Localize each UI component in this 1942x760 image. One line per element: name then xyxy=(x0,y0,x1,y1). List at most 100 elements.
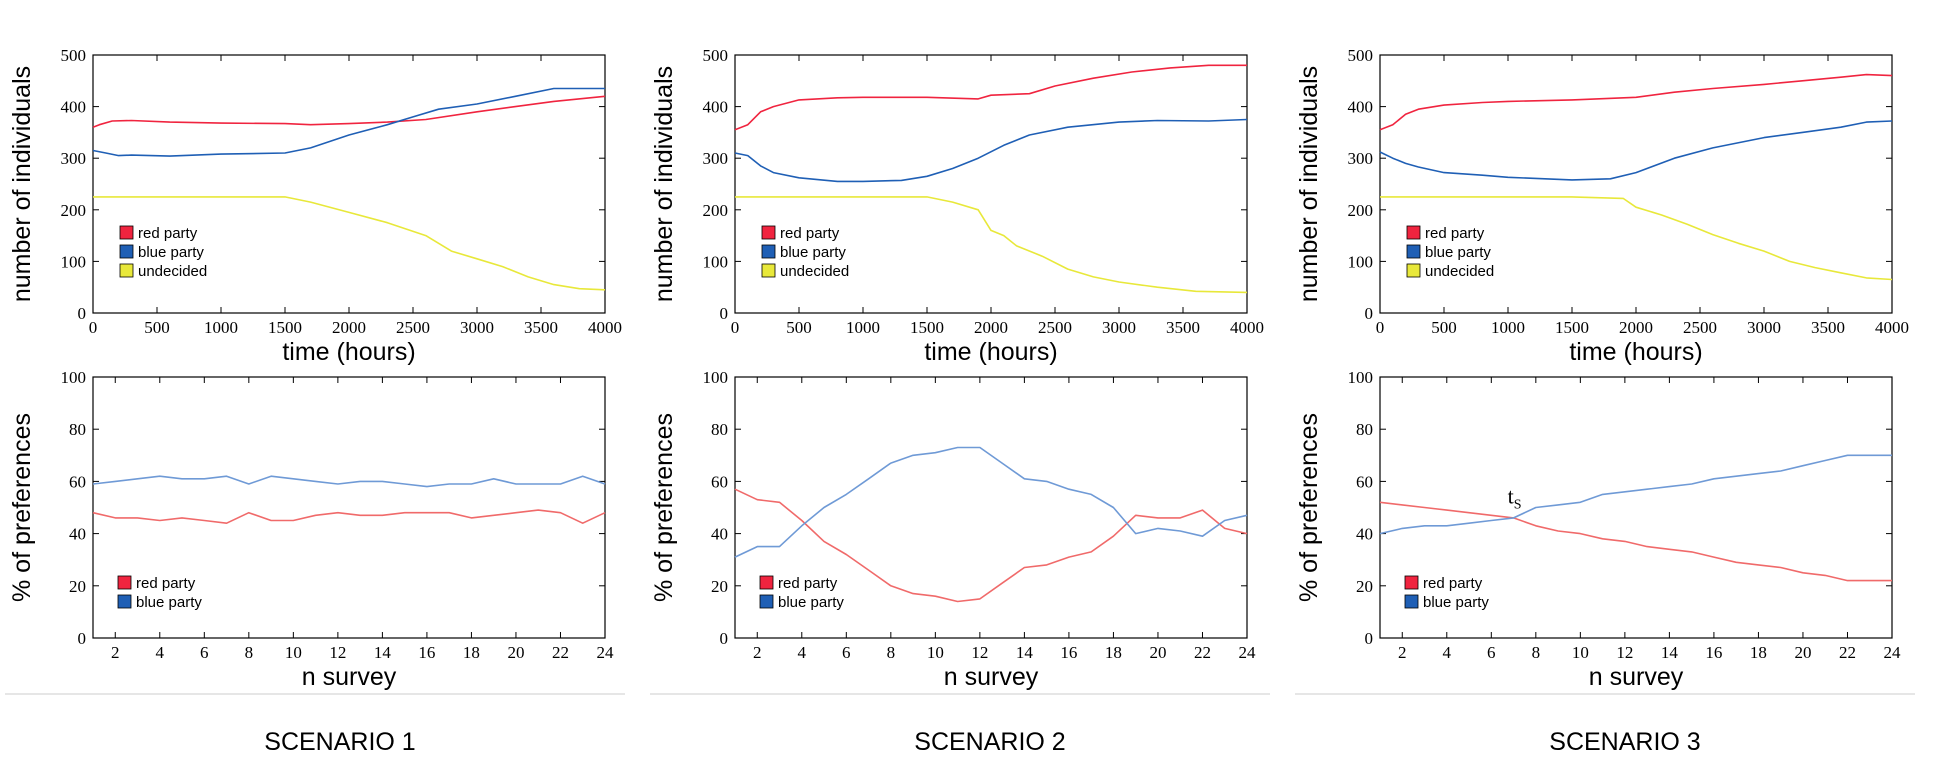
y-tick-label: 400 xyxy=(61,98,87,117)
x-tick-label: 1500 xyxy=(910,318,944,337)
series-line-red-party xyxy=(92,509,606,525)
legend-label-blue-party: blue party xyxy=(1423,594,1489,611)
x-tick-label: 22 xyxy=(1194,643,1211,662)
x-tick-label: 2 xyxy=(1398,643,1407,662)
crossover-annotation: tS xyxy=(1508,484,1522,513)
x-tick-label: 2500 xyxy=(1038,318,1072,337)
y-tick-label: 20 xyxy=(711,577,728,596)
y-tick-label: 500 xyxy=(703,46,729,65)
legend-swatch-undecided xyxy=(1406,263,1421,278)
x-tick-label: 2 xyxy=(753,643,762,662)
x-tick-label: 2 xyxy=(111,643,120,662)
x-tick-label: 500 xyxy=(1431,318,1457,337)
legend-label-red-party: red party xyxy=(136,575,196,592)
series-line-blue-party xyxy=(734,446,1248,558)
y-axis-label: % of preferences xyxy=(650,413,678,602)
legend-swatch-red-party xyxy=(1406,225,1421,240)
series-line-red-party xyxy=(734,64,1247,131)
x-tick-label: 0 xyxy=(731,318,740,337)
y-tick-label: 80 xyxy=(1356,420,1373,439)
x-tick-label: 2500 xyxy=(1683,318,1717,337)
x-tick-label: 22 xyxy=(552,643,569,662)
legend-label-blue-party: blue party xyxy=(138,244,204,261)
legend-label-blue-party: blue party xyxy=(1425,244,1491,261)
y-tick-label: 60 xyxy=(711,472,728,491)
legend-swatch-blue-party xyxy=(1406,244,1421,259)
y-tick-label: 20 xyxy=(69,577,86,596)
x-tick-label: 12 xyxy=(1616,643,1633,662)
y-axis-label: number of individuals xyxy=(1295,66,1323,302)
y-axis-label: number of individuals xyxy=(650,66,678,302)
x-tick-label: 4 xyxy=(1443,643,1452,662)
chart-s2_top: 0 500 1000 1500 2000 2500 3000 3500 4000 0 100 200 3… xyxy=(650,46,1264,366)
x-tick-label: 6 xyxy=(200,643,209,662)
x-tick-label: 3000 xyxy=(460,318,494,337)
legend-swatch-blue-party xyxy=(759,594,774,609)
x-tick-label: 14 xyxy=(1016,643,1034,662)
x-tick-label: 16 xyxy=(418,643,435,662)
y-tick-label: 300 xyxy=(61,149,87,168)
x-tick-label: 1500 xyxy=(1555,318,1589,337)
legend-swatch-red-party xyxy=(761,225,776,240)
x-tick-label: 500 xyxy=(144,318,170,337)
scenario-1-label: SCENARIO 1 xyxy=(264,728,415,756)
legend-swatch-red-party xyxy=(119,225,134,240)
x-tick-label: 8 xyxy=(887,643,896,662)
y-axis-label: % of preferences xyxy=(1295,413,1323,602)
y-tick-label: 60 xyxy=(1356,472,1373,491)
y-tick-label: 40 xyxy=(711,525,728,544)
y-tick-label: 100 xyxy=(61,252,87,271)
x-tick-label: 22 xyxy=(1839,643,1856,662)
x-tick-label: 18 xyxy=(1750,643,1767,662)
legend-swatch-undecided xyxy=(119,263,134,278)
x-tick-label: 18 xyxy=(463,643,480,662)
y-tick-label: 100 xyxy=(703,368,729,387)
chart-s3_top: 0 500 1000 1500 2000 2500 3000 3500 4000 0 100 200 3… xyxy=(1295,46,1909,366)
y-tick-label: 200 xyxy=(61,201,87,220)
legend-swatch-red-party xyxy=(1404,575,1419,590)
y-tick-label: 40 xyxy=(69,525,86,544)
legend-swatch-blue-party xyxy=(117,594,132,609)
legend-label-undecided: undecided xyxy=(1425,263,1494,280)
plot-frame xyxy=(92,376,606,639)
y-tick-label: 500 xyxy=(61,46,87,65)
series-line-blue-party xyxy=(1379,120,1893,181)
x-tick-label: 2000 xyxy=(332,318,366,337)
x-tick-label: 1000 xyxy=(204,318,238,337)
plot-frame xyxy=(734,376,1248,639)
x-tick-label: 1000 xyxy=(1491,318,1525,337)
x-tick-label: 8 xyxy=(1532,643,1541,662)
legend-label-undecided: undecided xyxy=(780,263,849,280)
y-tick-label: 0 xyxy=(78,304,87,323)
legend-label-blue-party: blue party xyxy=(136,594,202,611)
x-axis-label: n survey xyxy=(302,663,397,691)
x-tick-label: 6 xyxy=(1487,643,1496,662)
plot-frame xyxy=(1379,376,1893,639)
x-axis-label: n survey xyxy=(1589,663,1684,691)
series-line-blue-party xyxy=(734,118,1248,183)
x-tick-label: 2500 xyxy=(396,318,430,337)
y-tick-label: 100 xyxy=(61,368,87,387)
y-tick-label: 200 xyxy=(703,201,729,220)
legend-swatch-blue-party xyxy=(1404,594,1419,609)
x-axis-label: time (hours) xyxy=(924,338,1057,366)
x-tick-label: 10 xyxy=(285,643,302,662)
x-tick-label: 18 xyxy=(1105,643,1122,662)
y-tick-label: 20 xyxy=(1356,577,1373,596)
y-tick-label: 200 xyxy=(1348,201,1374,220)
legend-swatch-blue-party xyxy=(761,244,776,259)
x-tick-label: 24 xyxy=(597,643,615,662)
chart-s1_top: 0 500 1000 1500 2000 2500 3000 3500 4000 0 100 200 3… xyxy=(8,46,622,366)
legend-label-red-party: red party xyxy=(778,575,838,592)
y-tick-label: 300 xyxy=(703,149,729,168)
x-tick-label: 3000 xyxy=(1747,318,1781,337)
y-tick-label: 0 xyxy=(1365,629,1374,648)
y-tick-label: 80 xyxy=(69,420,86,439)
y-tick-label: 500 xyxy=(1348,46,1374,65)
y-axis-label: number of individuals xyxy=(8,66,36,302)
legend-label-red-party: red party xyxy=(780,225,840,242)
x-tick-label: 4000 xyxy=(1875,318,1909,337)
